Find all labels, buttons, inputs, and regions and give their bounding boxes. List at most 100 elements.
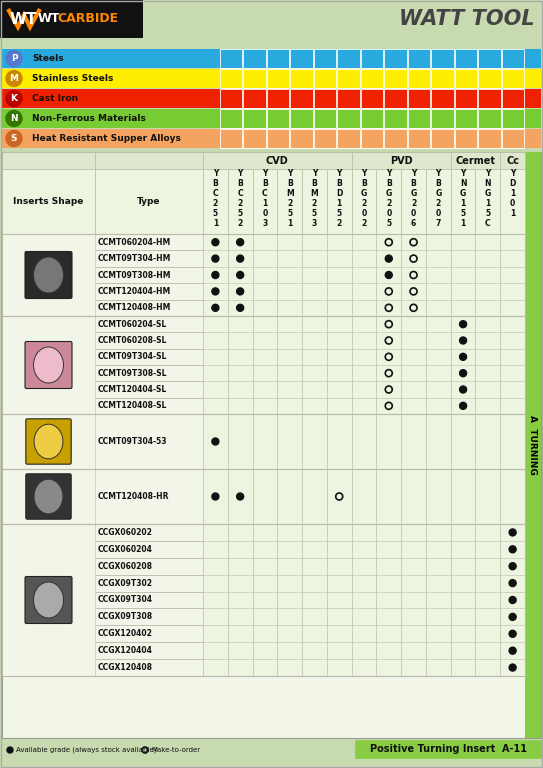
Bar <box>95 414 203 469</box>
Bar <box>337 49 360 68</box>
Bar <box>203 152 352 169</box>
Bar <box>267 129 289 148</box>
Bar <box>454 109 477 128</box>
Bar <box>95 659 203 676</box>
Circle shape <box>386 255 392 262</box>
Text: Y: Y <box>287 170 292 178</box>
Circle shape <box>237 493 244 500</box>
Bar <box>95 316 203 333</box>
Bar <box>337 109 360 128</box>
Text: Stainless Steels: Stainless Steels <box>32 74 113 83</box>
Bar <box>401 169 426 234</box>
Bar <box>95 524 203 541</box>
Bar <box>0 0 143 38</box>
Bar <box>203 524 228 676</box>
Text: CCMT120408-HR: CCMT120408-HR <box>98 492 169 501</box>
Text: W: W <box>10 12 27 27</box>
Bar <box>451 524 476 676</box>
Text: CCMT120408-SL: CCMT120408-SL <box>98 402 167 410</box>
Text: Cast Iron: Cast Iron <box>32 94 78 103</box>
Bar <box>314 129 336 148</box>
Circle shape <box>6 131 22 147</box>
Bar <box>228 169 252 234</box>
Bar <box>451 469 476 524</box>
Text: CCMT060204-SL: CCMT060204-SL <box>98 319 167 329</box>
Bar <box>327 469 352 524</box>
Text: Inserts Shape: Inserts Shape <box>14 197 84 206</box>
Circle shape <box>459 337 466 344</box>
Text: 5: 5 <box>312 210 317 219</box>
Text: C: C <box>485 220 491 229</box>
Bar <box>95 300 203 316</box>
Circle shape <box>509 597 516 604</box>
Bar <box>401 234 426 316</box>
Bar <box>476 469 500 524</box>
Text: B: B <box>237 180 243 188</box>
Bar <box>291 129 313 148</box>
FancyBboxPatch shape <box>25 251 72 299</box>
Text: 2: 2 <box>213 200 218 208</box>
Bar <box>220 109 243 128</box>
Text: 0: 0 <box>411 210 416 219</box>
Text: 1: 1 <box>510 190 515 198</box>
Bar <box>2 469 525 524</box>
Circle shape <box>6 91 22 107</box>
Text: D: D <box>509 180 516 188</box>
Text: 5: 5 <box>460 210 466 219</box>
Bar <box>252 469 277 524</box>
Bar <box>500 152 525 169</box>
Bar <box>95 625 203 642</box>
Bar <box>408 109 430 128</box>
Text: 1: 1 <box>287 220 292 229</box>
Text: 2: 2 <box>237 200 243 208</box>
Text: 2: 2 <box>287 200 292 208</box>
Bar <box>291 49 313 68</box>
Bar <box>220 69 243 88</box>
Bar <box>451 152 500 169</box>
Bar <box>95 574 203 591</box>
Bar <box>426 234 451 316</box>
Text: CCGX060202: CCGX060202 <box>98 528 153 537</box>
Bar <box>95 398 203 414</box>
Bar <box>361 129 383 148</box>
Text: CCGX120404: CCGX120404 <box>98 646 153 655</box>
Text: Y: Y <box>312 170 317 178</box>
Bar <box>426 169 451 234</box>
Bar <box>476 414 500 469</box>
FancyBboxPatch shape <box>26 474 71 519</box>
Text: Non-Ferrous Materials: Non-Ferrous Materials <box>32 114 146 123</box>
Text: 5: 5 <box>485 210 490 219</box>
Text: 2: 2 <box>237 220 243 229</box>
Text: CCGX120402: CCGX120402 <box>98 629 153 638</box>
Bar <box>376 469 401 524</box>
Text: Y: Y <box>411 170 416 178</box>
Circle shape <box>509 563 516 570</box>
Text: B: B <box>361 180 367 188</box>
Bar <box>95 234 203 250</box>
Bar <box>302 234 327 316</box>
Circle shape <box>509 614 516 621</box>
Text: CCGX120408: CCGX120408 <box>98 663 153 672</box>
Bar <box>431 49 453 68</box>
Bar <box>277 414 302 469</box>
Text: Y: Y <box>460 170 466 178</box>
Bar <box>267 109 289 128</box>
Bar <box>314 69 336 88</box>
Circle shape <box>509 647 516 654</box>
Bar <box>302 414 327 469</box>
Bar <box>203 234 228 316</box>
Bar <box>228 524 252 676</box>
Text: Cc: Cc <box>506 155 519 165</box>
Text: Steels: Steels <box>32 54 64 63</box>
Text: 1: 1 <box>485 200 490 208</box>
Text: Y: Y <box>386 170 392 178</box>
FancyBboxPatch shape <box>25 577 72 624</box>
Circle shape <box>237 304 244 311</box>
Circle shape <box>6 51 22 67</box>
Bar <box>220 89 243 108</box>
Text: 5: 5 <box>213 210 218 219</box>
Bar <box>291 109 313 128</box>
Bar <box>2 316 525 414</box>
Bar <box>95 169 203 234</box>
Bar <box>451 234 476 316</box>
